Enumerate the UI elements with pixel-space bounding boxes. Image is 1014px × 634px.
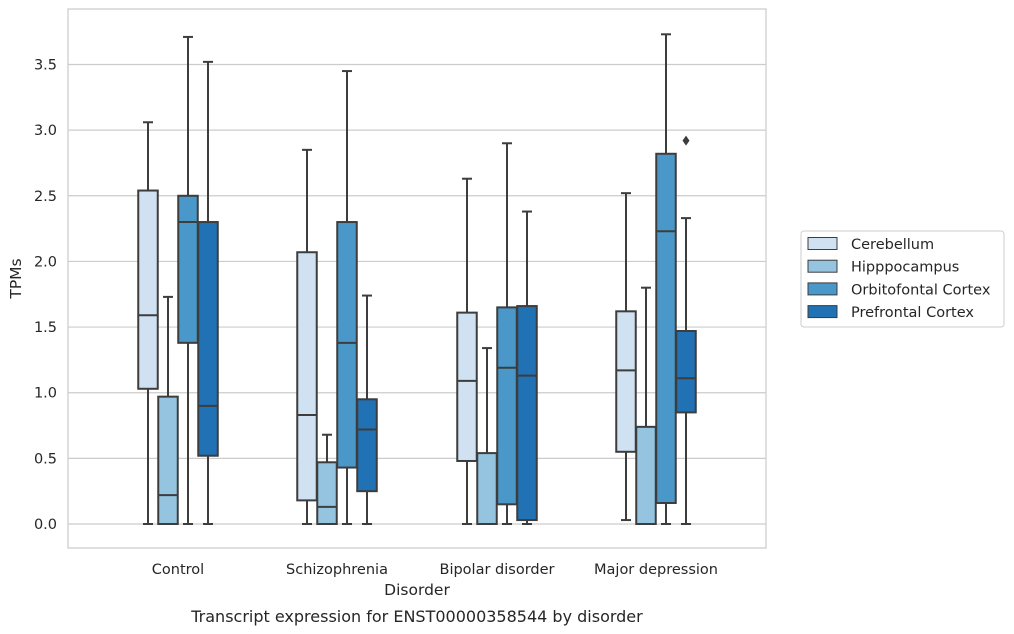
box-body bbox=[137, 189, 159, 390]
y-tick-label: 3.0 bbox=[34, 123, 57, 139]
box-3-0 bbox=[197, 60, 219, 525]
y-tick-label: 0.5 bbox=[34, 451, 57, 467]
box-body bbox=[316, 461, 338, 525]
box-1-1 bbox=[316, 433, 338, 525]
box-1-3 bbox=[635, 286, 657, 525]
box-2-0 bbox=[177, 35, 199, 525]
x-tick-label: Bipolar disorder bbox=[440, 562, 555, 578]
legend-entry: Prefrontal Cortex bbox=[851, 305, 974, 321]
box-body bbox=[655, 152, 677, 504]
box-2-3 bbox=[655, 33, 677, 525]
boxes bbox=[137, 33, 697, 526]
box-0-0 bbox=[137, 121, 159, 525]
box-0-2 bbox=[456, 177, 478, 525]
box-body bbox=[356, 398, 378, 493]
outlier-point bbox=[682, 135, 690, 146]
box-body bbox=[197, 221, 219, 457]
box-1-0 bbox=[157, 295, 179, 526]
box-body bbox=[476, 452, 498, 525]
x-tick-label: Schizophrenia bbox=[286, 562, 388, 578]
legend-swatch bbox=[807, 259, 838, 273]
x-axis-label: Disorder bbox=[384, 581, 450, 599]
y-tick-label: 2.5 bbox=[34, 189, 57, 205]
box-3-3 bbox=[675, 135, 697, 525]
legend-swatch bbox=[807, 305, 838, 319]
legend-entry: Cerebellum bbox=[851, 237, 934, 253]
box-body bbox=[456, 311, 478, 462]
y-tick-label: 0.0 bbox=[34, 517, 57, 533]
legend-entry: Hipppocampus bbox=[851, 260, 959, 276]
box-0-3 bbox=[615, 192, 637, 522]
box-body bbox=[336, 221, 358, 469]
box-body bbox=[157, 395, 179, 526]
box-body bbox=[635, 425, 657, 525]
y-tick-label: 1.5 bbox=[34, 320, 57, 336]
box-1-2 bbox=[476, 347, 498, 525]
y-axis-label: TPMs bbox=[7, 258, 25, 299]
y-tick-label: 2.0 bbox=[34, 254, 57, 270]
legend-entry: Orbitofontal Cortex bbox=[851, 282, 991, 298]
box-0-1 bbox=[296, 148, 318, 525]
y-tick-labels: 0.0 0.5 1.0 1.5 2.0 2.5 3.0 3.5 bbox=[34, 58, 57, 534]
box-3-2 bbox=[516, 210, 538, 525]
legend-swatch bbox=[807, 237, 838, 250]
box-3-1 bbox=[356, 294, 378, 525]
legend-frame bbox=[800, 230, 1005, 328]
box-2-1 bbox=[336, 70, 358, 525]
box-body bbox=[675, 330, 697, 414]
legend: Cerebellum Hipppocampus Orbitofontal Corte… bbox=[800, 230, 1005, 328]
box-body bbox=[296, 251, 318, 502]
x-tick-label: Control bbox=[152, 562, 204, 578]
box-body bbox=[496, 306, 518, 506]
box-body bbox=[615, 310, 637, 453]
box-body bbox=[516, 305, 538, 522]
y-tick-label: 1.0 bbox=[34, 386, 57, 402]
x-tick-label: Major depression bbox=[594, 562, 718, 578]
legend-swatch bbox=[807, 282, 838, 296]
chart-caption: Transcript expression for ENST0000035854… bbox=[190, 607, 643, 626]
box-body bbox=[177, 194, 199, 344]
x-tick-labels: Control Schizophrenia Bipolar disorder Majo… bbox=[152, 562, 718, 578]
y-tick-label: 3.5 bbox=[34, 58, 57, 74]
